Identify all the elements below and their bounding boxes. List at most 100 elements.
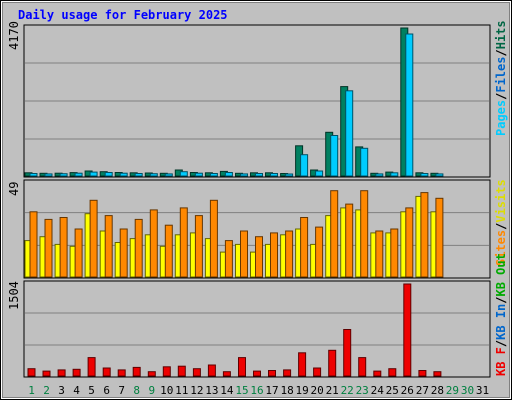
bar-pages-day-1 [29,173,38,177]
x-tick-label: 24 [371,384,385,397]
bar-pages-day-18 [285,173,294,177]
bar-sites-day-8 [134,218,143,278]
legend-visits: Visits [494,179,508,222]
kbytes-panel [23,280,491,378]
bar-kb-f-day-17 [268,370,276,377]
bar-pages-day-11 [179,171,188,177]
bar-sites-day-19 [300,217,309,278]
bar-sites-day-1 [29,211,38,278]
bar-kb-f-day-3 [57,369,66,377]
legend-sep: / [494,93,508,100]
legend-files: Files [494,57,508,93]
legend-sep: / [494,223,508,230]
bar-sites-day-22 [345,203,354,278]
x-tick-label: 5 [88,384,95,397]
bar-sites-day-17 [270,232,278,278]
panel3-ymax-label: 1504 [7,281,21,310]
bar-kb-f-day-24 [373,370,382,377]
x-tick-label: 6 [103,384,110,397]
bar-sites-day-9 [149,209,158,278]
bar-kb-f-day-26 [403,283,412,377]
bar-kb-f-day-27 [418,370,427,377]
x-tick-label: 15 [235,384,248,397]
bar-sites-day-25 [390,228,399,278]
bar-sites-day-16 [255,236,263,278]
x-tick-label: 12 [190,384,203,397]
bar-pages-day-25 [390,172,399,177]
bar-sites-day-15 [240,230,248,278]
bar-sites-day-24 [375,230,384,278]
bar-kb-f-day-16 [253,370,261,377]
x-tick-label: 4 [73,384,80,397]
x-tick-label: 9 [148,384,155,397]
panel3-legend: KB F/KB In/KB Out [494,253,508,376]
x-tick-label: 21 [326,384,339,397]
legend-hits: Hits [494,20,508,49]
bar-kb-f-day-6 [102,367,111,377]
bar-pages-day-19 [300,154,309,177]
x-tick-label: 30 [461,384,474,397]
bar-kb-f-day-28 [433,371,442,377]
bar-sites-day-27 [420,192,429,278]
bar-pages-day-9 [149,173,158,177]
panel2-ymax-label: 49 [7,182,21,196]
bar-sites-day-10 [164,224,173,278]
x-tick-label: 22 [341,384,354,397]
bar-kb-f-day-10 [162,366,171,377]
bar-kb-f-day-4 [72,368,81,377]
bar-pages-day-28 [435,173,444,177]
bar-pages-day-13 [209,173,218,177]
bar-sites-day-20 [315,226,324,278]
bar-pages-day-12 [194,172,203,177]
bar-sites-day-21 [330,190,339,278]
bar-pages-day-6 [104,172,113,177]
bar-kb-f-day-8 [132,366,141,377]
bar-sites-day-5 [89,199,98,278]
bar-kb-f-day-7 [117,369,126,377]
x-tick-label: 1 [28,384,35,397]
x-tick-label: 8 [133,384,140,397]
panel1-legend: Pages/Files/Hits [494,20,508,136]
bar-sites-day-14 [224,240,233,278]
bar-kb-f-day-2 [42,370,51,377]
x-tick-label: 7 [118,384,125,397]
chart-title: Daily usage for February 2025 [18,8,228,22]
bar-sites-day-11 [179,207,188,278]
bar-pages-day-21 [330,135,339,177]
x-tick-label: 16 [250,384,263,397]
x-tick-label: 19 [295,384,308,397]
bar-pages-day-17 [270,173,278,177]
panel2-legend: Sites/Visits [494,179,508,266]
bar-pages-day-7 [119,172,128,177]
bar-sites-day-13 [209,199,218,278]
svg-text:KB F/KB In/KB Out: KB F/KB In/KB Out [494,253,508,376]
bar-pages-day-22 [345,90,354,177]
bar-kb-f-day-15 [238,357,246,377]
x-tick-label: 10 [160,384,173,397]
bar-sites-day-23 [360,190,369,278]
bar-pages-day-8 [134,173,143,177]
legend-kbf: KB F [494,347,508,376]
bar-sites-day-6 [104,215,113,278]
bar-pages-day-14 [224,172,233,177]
bar-kb-f-day-21 [328,349,337,377]
bar-pages-day-15 [240,173,248,177]
bar-pages-day-5 [89,171,98,177]
legend-sep: / [494,297,508,304]
bar-kb-f-day-19 [298,352,307,377]
bar-sites-day-26 [405,207,414,278]
bar-sites-day-7 [119,228,128,278]
legend-kbin: KB In [494,304,508,340]
bar-sites-day-18 [285,230,294,278]
legend-sep: / [494,49,508,56]
x-tick-label: 27 [416,384,429,397]
panel1-ymax-label: 4170 [7,21,21,50]
bar-kb-f-day-9 [147,371,156,377]
x-tick-label: 28 [431,384,444,397]
bar-pages-day-10 [164,173,173,177]
visits-sites-panel [23,179,491,279]
bar-pages-day-27 [420,173,429,177]
bar-pages-day-26 [405,33,414,177]
